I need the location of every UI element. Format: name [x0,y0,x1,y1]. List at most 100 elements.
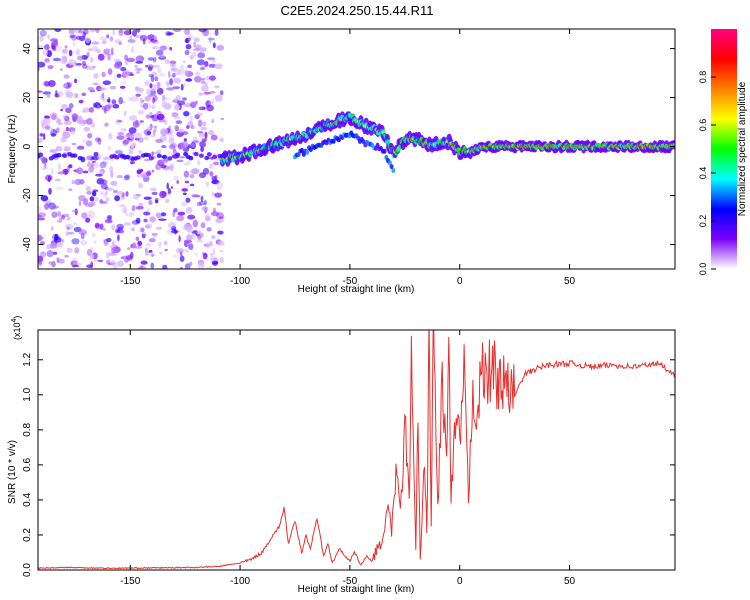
heatmap-speckle [113,58,121,63]
heatmap-speckle [205,242,211,249]
top-y-axis: -40 -20 0 20 40 [22,43,675,252]
heatmap-speckle [151,232,158,236]
heatmap-speckle [66,231,75,235]
heatmap-speckle [52,233,60,241]
colorbar-tick-label: 0.4 [698,167,708,180]
heatmap-speckle [190,142,196,150]
heatmap-speckle [76,119,84,124]
heatmap-speckle [61,215,66,220]
heatmap-speckle [135,236,140,241]
heatmap-speckle [135,217,141,224]
heatmap-speckle [90,161,99,169]
heatmap-speckle [109,165,114,173]
heatmap-speckle [136,169,142,174]
heatmap-speckle [102,201,107,204]
heatmap-speckle [50,167,54,176]
heatmap-speckle [186,234,193,241]
heatmap-speckle [146,207,150,213]
heatmap-speckle [194,114,200,120]
heatmap-speckle [184,49,190,56]
heatmap-speckle [151,46,160,50]
heatmap-cell [56,153,62,158]
heatmap-cell [146,153,152,158]
heatmap-speckle [43,235,47,238]
heatmap-speckle [162,264,168,269]
heatmap-speckle [168,138,175,144]
heatmap-speckle [58,163,61,171]
heatmap-speckle [146,88,151,96]
heatmap-speckle [196,201,202,207]
heatmap-speckle [179,255,185,262]
x-tick-label: -150 [120,576,140,587]
heatmap-speckle [65,107,72,114]
y-tick-label: -40 [22,237,33,252]
heatmap-speckle [135,205,144,210]
heatmap-speckle [112,103,120,109]
heatmap-speckle [101,92,105,100]
heatmap-speckle [176,131,184,138]
heatmap-speckle [99,87,108,91]
heatmap-speckle [91,41,100,45]
heatmap-speckle [176,159,184,163]
heatmap-speckle [184,180,190,184]
heatmap-speckle [57,90,64,98]
heatmap-speckle [128,212,134,217]
heatmap-speckle [92,102,96,108]
heatmap-speckle [72,41,76,47]
heatmap-speckle [127,39,136,43]
colorbar-label: Normalized spectral amplitude [737,81,748,216]
heatmap-speckle [117,260,124,267]
heatmap-speckle [44,115,50,119]
heatmap-speckle [209,252,214,257]
heatmap-speckle [156,82,161,90]
heatmap-speckle [101,71,106,78]
heatmap-speckle [96,104,101,110]
heatmap-speckle [92,82,99,86]
heatmap-speckle [116,135,125,141]
heatmap-speckle [184,70,190,77]
heatmap-speckle [151,64,160,68]
heatmap-speckle [118,96,123,105]
heatmap-speckle [159,45,167,51]
heatmap-speckle [134,67,143,72]
heatmap-speckle [107,215,112,220]
heatmap-speckle [82,170,89,174]
top-panel: -150 -100 -50 0 50 -40 -20 0 20 40 Height of str… [7,28,676,295]
heatmap-speckle [95,173,103,177]
heatmap-speckle [200,146,205,153]
heatmap-speckle [68,49,73,57]
heatmap-speckle [180,141,189,149]
heatmap-speckle [189,261,193,266]
heatmap-speckle [140,264,144,269]
heatmap-speckle [97,53,105,61]
heatmap-speckle [117,132,125,136]
heatmap-speckle [129,135,134,140]
heatmap-speckle [100,183,108,190]
heatmap-speckle [116,175,124,179]
heatmap-speckle [172,86,180,89]
heatmap-speckle [208,63,217,68]
heatmap-speckle [124,174,131,179]
heatmap-speckle [63,148,70,152]
heatmap-speckle [206,266,213,269]
heatmap-speckle [178,69,184,76]
heatmap-speckle [161,101,168,108]
heatmap-speckle [141,228,145,233]
heatmap-speckle [156,87,164,95]
heatmap-speckle [153,35,157,41]
heatmap-speckle [150,262,155,269]
heatmap-speckle [200,112,203,116]
heatmap-speckle [141,56,145,60]
heatmap-speckle [60,108,63,112]
heatmap-speckle [86,190,92,195]
heatmap-speckle [143,158,151,162]
heatmap-speckle [150,75,155,82]
heatmap-speckle [66,247,73,253]
heatmap-speckle [144,250,149,256]
heatmap-speckle [43,80,50,87]
heatmap-speckle [185,44,192,50]
heatmap-speckle [100,184,107,188]
heatmap-speckle [110,181,118,186]
heatmap-speckle [159,251,163,255]
heatmap-speckle [54,233,59,241]
